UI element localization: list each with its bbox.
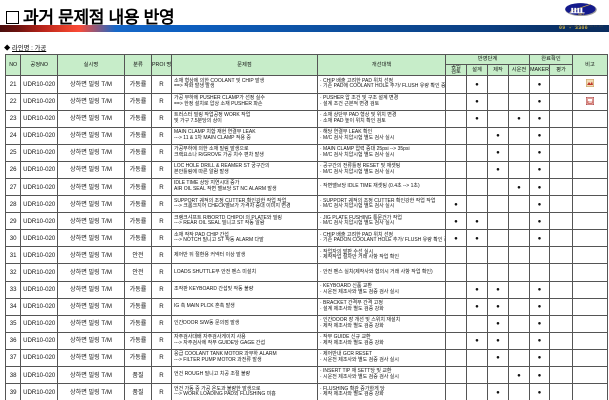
svg-text:1977: 1977 bbox=[578, 12, 584, 16]
